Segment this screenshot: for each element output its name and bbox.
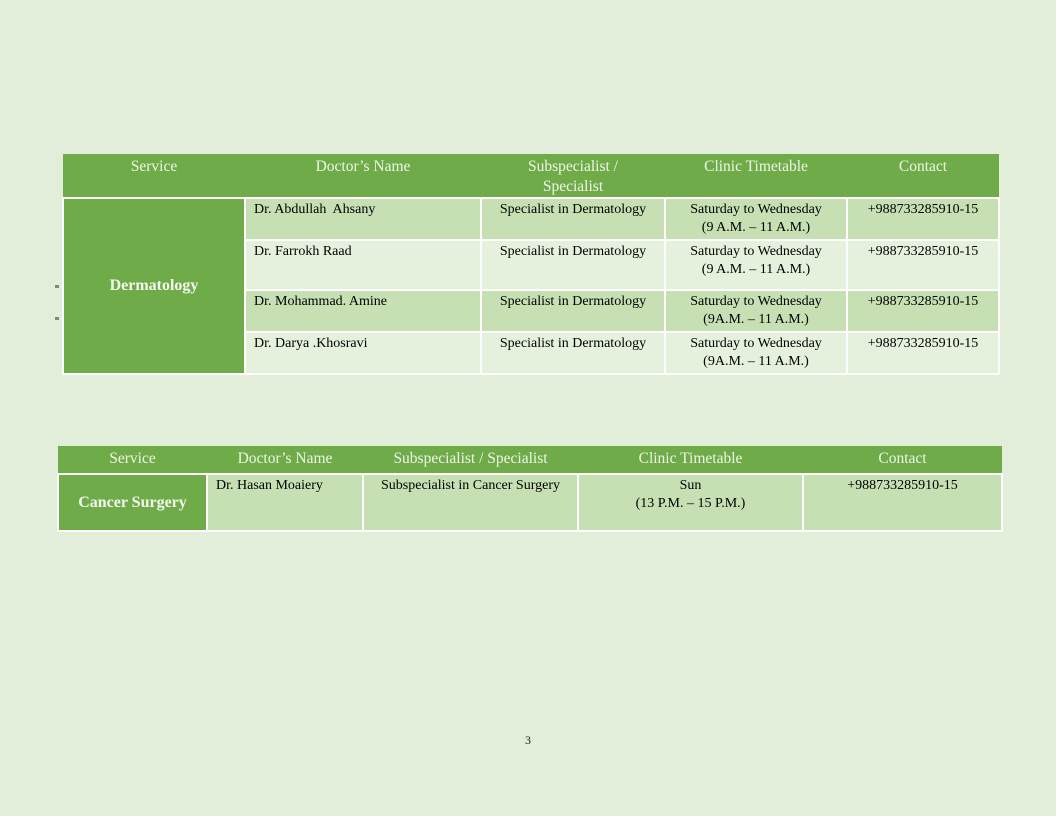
service-cell-cancer-surgery: Cancer Surgery: [57, 473, 208, 532]
timetable-days: Saturday to Wednesday: [690, 336, 822, 351]
page-number: 3: [525, 733, 531, 747]
specialty-cell: Specialist in Dermatology: [480, 197, 666, 241]
contact-cell: +988733285910-15: [846, 239, 1000, 291]
table1-header-clinic-timetable: Clinic Timetable: [665, 154, 847, 198]
contact-cell: +988733285910-15: [846, 197, 1000, 241]
table-row: Cancer Surgery Dr. Hasan Moaiery Subspec…: [57, 473, 1003, 532]
doctor-name-cell: Dr. Darya .Khosravi: [244, 331, 482, 375]
timetable-cell: Sun (13 P.M. – 15 P.M.): [577, 473, 804, 532]
table2-header-row: Service Doctor’s Name Subspecialist / Sp…: [58, 446, 1002, 474]
timetable-days: Saturday to Wednesday: [690, 294, 822, 309]
contact-cell: +988733285910-15: [846, 331, 1000, 375]
timetable-hours: (13 P.M. – 15 P.M.): [635, 496, 746, 511]
doctor-name-cell: Dr. Abdullah Ahsany: [244, 197, 482, 241]
specialty-cell: Specialist in Dermatology: [480, 289, 666, 333]
table1-header-subspecialist: Subspecialist / Specialist: [481, 154, 665, 198]
specialty-cell: Specialist in Dermatology: [480, 331, 666, 375]
doctor-name-cell: Dr. Farrokh Raad: [244, 239, 482, 291]
timetable-days: Saturday to Wednesday: [690, 202, 822, 217]
table2-header-subspecialist: Subspecialist / Specialist: [363, 446, 578, 474]
table2-header-contact: Contact: [803, 446, 1002, 474]
stray-mark: [55, 285, 59, 288]
timetable-hours: (9 A.M. – 11 A.M.): [701, 220, 811, 235]
doctor-name-cell: Dr. Mohammad. Amine: [244, 289, 482, 333]
specialty-cell: Specialist in Dermatology: [480, 239, 666, 291]
table1-header-subspecialist-label: Subspecialist / Specialist: [528, 158, 618, 195]
service-cell-dermatology: Dermatology: [62, 197, 246, 375]
timetable-hours: (9A.M. – 11 A.M.): [703, 354, 809, 369]
table-row: Dermatology Dr. Abdullah Ahsany Speciali…: [62, 197, 1000, 375]
specialty-cell: Subspecialist in Cancer Surgery: [362, 473, 579, 532]
contact-cell: +988733285910-15: [846, 289, 1000, 333]
stray-mark: [55, 317, 59, 320]
table2-header-clinic-timetable: Clinic Timetable: [578, 446, 803, 474]
table1-header-contact: Contact: [847, 154, 999, 198]
table1-header-service: Service: [63, 154, 245, 198]
timetable-hours: (9A.M. – 11 A.M.): [703, 312, 809, 327]
table2-header-service: Service: [58, 446, 207, 474]
table1-header-doctors-name: Doctor’s Name: [245, 154, 481, 198]
table-row: Dr. Darya .Khosravi Specialist in Dermat…: [63, 331, 1000, 375]
timetable-days: Saturday to Wednesday: [690, 244, 822, 259]
timetable-cell: Saturday to Wednesday (9A.M. – 11 A.M.): [664, 331, 848, 375]
table-row: Dr. Mohammad. Amine Specialist in Dermat…: [63, 289, 1000, 333]
table1-header-row: Service Doctor’s Name Subspecialist / Sp…: [63, 154, 999, 198]
table2-header-doctors-name: Doctor’s Name: [207, 446, 363, 474]
doctor-name-cell: Dr. Hasan Moaiery: [206, 473, 364, 532]
contact-cell: +988733285910-15: [802, 473, 1003, 532]
dermatology-table: Service Doctor’s Name Subspecialist / Sp…: [62, 154, 1000, 375]
timetable-cell: Saturday to Wednesday (9A.M. – 11 A.M.): [664, 289, 848, 333]
cancer-surgery-table: Service Doctor’s Name Subspecialist / Sp…: [57, 446, 1003, 532]
timetable-hours: (9 A.M. – 11 A.M.): [701, 262, 811, 277]
timetable-cell: Saturday to Wednesday (9 A.M. – 11 A.M.): [664, 197, 848, 241]
table-row: Dr. Farrokh Raad Specialist in Dermatolo…: [63, 239, 1000, 291]
timetable-cell: Saturday to Wednesday (9 A.M. – 11 A.M.): [664, 239, 848, 291]
timetable-days: Sun: [679, 478, 702, 493]
